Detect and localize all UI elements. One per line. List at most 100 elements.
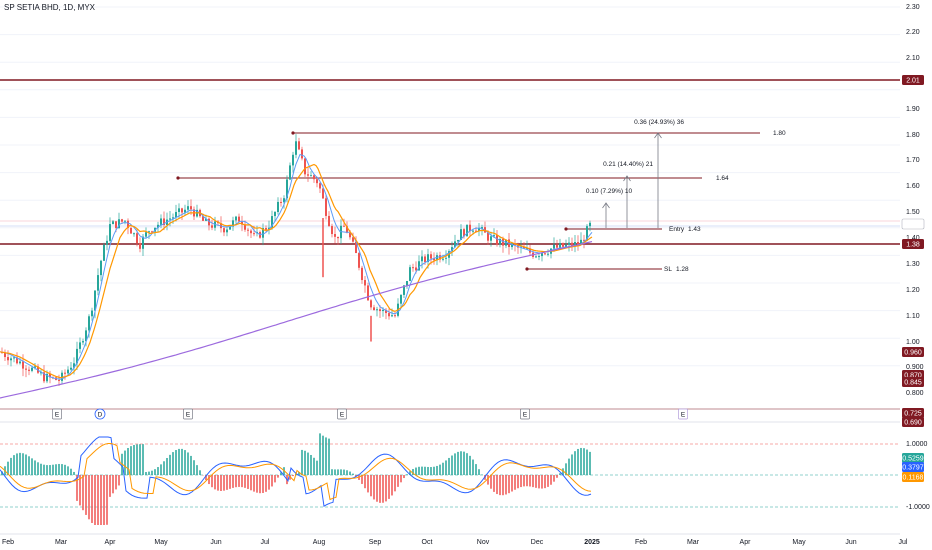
price-badge <box>902 377 924 387</box>
osc-bar <box>373 475 375 500</box>
time-label: Oct <box>422 539 433 546</box>
osc-bar <box>208 475 210 485</box>
candle-body <box>157 224 159 228</box>
osc-bar <box>64 464 66 475</box>
osc-bar <box>277 475 279 478</box>
candle-body <box>322 188 324 199</box>
osc-bar <box>418 466 420 475</box>
candle-body <box>232 220 234 227</box>
candle-body <box>547 253 549 255</box>
osc-bar <box>37 462 39 475</box>
osc-bar <box>337 469 339 475</box>
event-label: D <box>98 412 103 419</box>
candle-body <box>46 373 48 382</box>
time-label: Jul <box>261 539 270 546</box>
candle-body <box>331 226 333 235</box>
osc-bar <box>43 464 45 475</box>
osc-bar <box>310 454 312 475</box>
candle-body <box>586 226 588 241</box>
candle-body <box>367 285 369 301</box>
candle-body <box>385 309 387 314</box>
osc-bar <box>511 475 513 492</box>
osc-bar <box>70 468 72 475</box>
candle-body <box>361 267 363 281</box>
candle-body <box>559 242 561 248</box>
osc-bar <box>562 468 564 475</box>
candle-body <box>307 174 309 176</box>
target3-label: 0.36 (24.93%) 36 <box>634 119 684 126</box>
price-tick: 1.60 <box>906 183 920 190</box>
osc-bar <box>367 475 369 493</box>
candle-body <box>421 256 423 262</box>
osc-bar <box>442 462 444 475</box>
earnings-marker <box>520 408 530 420</box>
candle-body <box>313 175 315 180</box>
candle-body <box>4 352 6 358</box>
osc-tick: -1.0000 <box>906 504 930 511</box>
candle-body <box>295 141 297 155</box>
candle-body <box>418 261 420 271</box>
osc-bar <box>190 455 192 475</box>
osc-bar <box>94 475 96 525</box>
osc-bar <box>364 475 366 489</box>
time-label: Feb <box>635 539 647 546</box>
earnings-marker <box>183 408 193 420</box>
candle-body <box>142 236 144 249</box>
candle-body <box>70 367 72 370</box>
candle-body <box>481 227 483 229</box>
osc-bar <box>388 475 390 499</box>
price-badge-label: 0.870 <box>904 373 922 380</box>
candle-body <box>412 267 414 269</box>
candle-body <box>493 235 495 237</box>
price-badge-label: 0.725 <box>904 411 922 418</box>
price-badge-label: 1.38 <box>906 242 920 249</box>
osc-bar <box>505 475 507 495</box>
candle-body <box>463 229 465 237</box>
price-badge <box>902 408 924 418</box>
osc-bar <box>280 472 282 475</box>
candle-body <box>355 241 357 254</box>
osc-bar <box>514 475 516 490</box>
osc-bar <box>268 475 270 490</box>
candle-body <box>334 234 336 237</box>
osc-bar <box>544 475 546 489</box>
osc-bar <box>130 446 132 475</box>
osc-bar <box>499 475 501 496</box>
time-label: May <box>792 539 806 546</box>
osc-bar <box>325 437 327 475</box>
level-dot <box>291 131 295 135</box>
candle-body <box>487 232 489 241</box>
osc-bar <box>175 450 177 475</box>
candle-body <box>286 179 288 199</box>
price-tick: 1.20 <box>906 287 920 294</box>
candle-body <box>172 217 174 219</box>
price-badge-label: 0.845 <box>904 380 922 387</box>
osc-bar <box>526 475 528 487</box>
osc-bar <box>382 475 384 503</box>
candle-body <box>163 218 165 226</box>
candle-body <box>229 226 231 230</box>
osc-bar <box>448 457 450 475</box>
osc-bar <box>406 474 408 475</box>
osc-bar <box>196 465 198 475</box>
price-badge-label: 1.46 <box>906 222 920 229</box>
osc-bar <box>520 475 522 488</box>
osc-bar <box>454 453 456 475</box>
candle-body <box>319 183 321 189</box>
candle-body <box>130 227 132 234</box>
osc-bar <box>187 452 189 475</box>
candle-body <box>208 218 210 226</box>
osc-bar <box>127 447 129 475</box>
candle-body <box>91 310 93 317</box>
candle-body <box>403 285 405 295</box>
candle-body <box>31 367 33 371</box>
time-label: Jun <box>210 539 221 546</box>
osc-bar <box>478 469 480 475</box>
candle-body <box>103 244 105 261</box>
candle-body <box>124 220 126 222</box>
sl-value: 1.28 <box>676 266 689 273</box>
osc-bar <box>424 466 426 475</box>
osc-bar <box>226 475 228 490</box>
osc-bar <box>76 475 78 501</box>
